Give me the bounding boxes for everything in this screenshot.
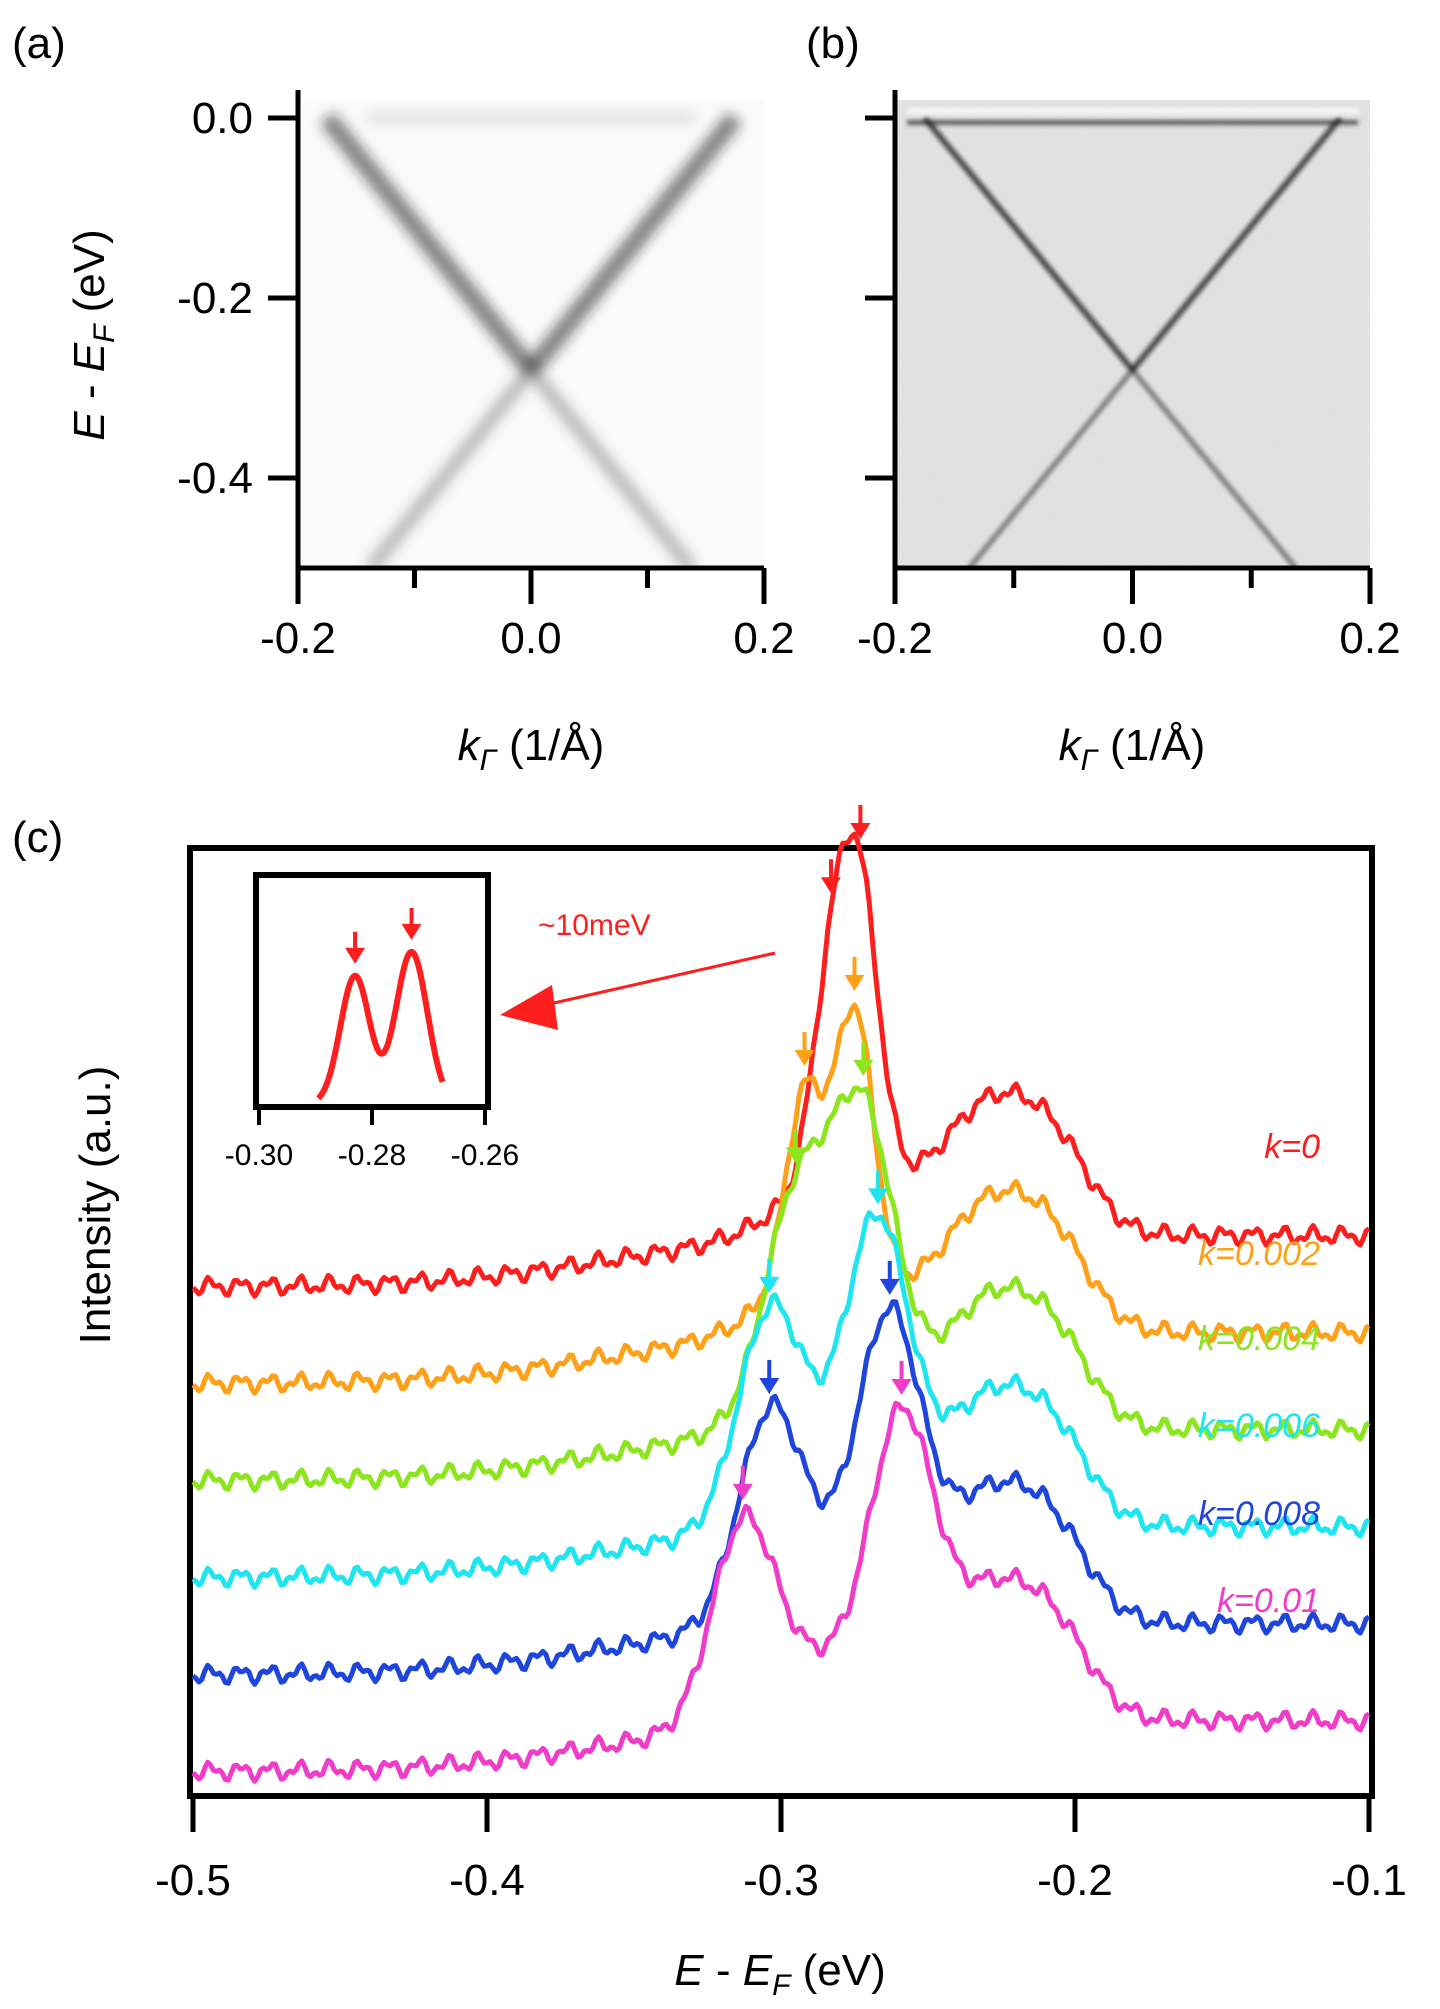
panel-a-axes: 0.0 -0.2 -0.4 -0.2 0.0 0.2: [177, 90, 795, 663]
peak-arrow-head: [891, 1378, 912, 1395]
panel-a-ytick-label: 0.0: [192, 94, 253, 143]
b-band-upper-left: [922, 116, 1135, 372]
curve-label: k=0: [1264, 1128, 1320, 1166]
panel-c-axes: -0.5 -0.4 -0.3 -0.2 -0.1: [155, 1796, 1407, 1905]
panel-a-ytick-label: -0.2: [177, 274, 253, 323]
panel-label-a: (a): [12, 19, 66, 68]
panel-c-xtick-label: -0.3: [743, 1856, 819, 1905]
inset: -0.30 -0.28 -0.26 ~10meV: [225, 872, 776, 1172]
peak-arrow-head: [853, 1059, 874, 1076]
inset-frame: [253, 872, 491, 1110]
inset-curve: [316, 949, 446, 1101]
peak-arrow-head: [820, 877, 841, 894]
curve-label: k=0.004: [1198, 1320, 1320, 1358]
panel-a-ylabel: E - EF (eV): [65, 229, 121, 441]
panel-b-xtick-label: 0.2: [1339, 614, 1400, 663]
b-band-lower-right: [1130, 368, 1298, 568]
spectrum-curve-5: [191, 1400, 1371, 1784]
panel-b-xlabel: kΓ (1/Å): [1059, 721, 1206, 777]
panel-c: k=0 k=0.002 k=0.004 k=0.006 k=0.008 k=0.01 -0…: [71, 804, 1407, 2002]
panel-c-arrows: [732, 804, 912, 1500]
spectrum-curve-3: [191, 1210, 1371, 1590]
peak-arrow-head: [879, 1278, 900, 1295]
peak-arrow-head: [844, 974, 865, 991]
band-lower-left: [525, 365, 697, 568]
inset-annotation: ~10meV: [538, 909, 651, 942]
panel-a: 0.0 -0.2 -0.4 -0.2 0.0 0.2 E - EF (eV) kΓ (1/…: [65, 90, 795, 777]
peak-arrow-head: [785, 1147, 806, 1164]
spectrum-curve-2: [191, 1085, 1371, 1493]
inset-arrow-head: [345, 947, 366, 964]
panel-a-xtick-label: -0.2: [260, 614, 336, 663]
panel-b-map: [895, 100, 1370, 568]
panel-c-xtick-label: -0.1: [1331, 1856, 1407, 1905]
panel-a-xlabel: kΓ (1/Å): [458, 721, 605, 777]
panel-b-axes: -0.2 0.0 0.2: [857, 90, 1401, 663]
inset-xtick-label: -0.28: [338, 1139, 406, 1172]
panel-b-xtick-label: 0.0: [1102, 614, 1163, 663]
band-upper-right: [524, 112, 742, 376]
inset-curve-group: [316, 907, 446, 1101]
panel-a-xtick-label: 0.2: [733, 614, 794, 663]
panel-label-b: (b): [806, 19, 860, 68]
panel-c-xtick-label: -0.4: [449, 1856, 525, 1905]
panel-c-ylabel: Intensity (a.u.): [71, 1066, 120, 1345]
panel-c-xtick-label: -0.5: [155, 1856, 231, 1905]
curve-label: k=0.002: [1198, 1235, 1320, 1273]
peak-arrow-head: [732, 1483, 753, 1500]
band-upper-left: [320, 112, 538, 376]
peak-arrow-head: [759, 1377, 780, 1394]
curve-label: k=0.01: [1217, 1582, 1320, 1620]
peak-arrow-head: [759, 1276, 780, 1293]
inset-axes: -0.30 -0.28 -0.26: [225, 1107, 519, 1172]
peak-arrow-head: [868, 1188, 889, 1205]
inset-xtick-label: -0.30: [225, 1139, 293, 1172]
panel-a-ytick-label: -0.4: [177, 454, 253, 503]
b-band-lower-left: [967, 368, 1135, 568]
spectrum-curve-4: [191, 1299, 1371, 1687]
panel-label-c: (c): [12, 813, 63, 862]
curve-label: k=0.006: [1198, 1407, 1320, 1445]
panel-c-xlabel: E - EF (eV): [674, 1946, 886, 2002]
peak-arrow-head: [850, 822, 871, 839]
panel-c-xtick-label: -0.2: [1037, 1856, 1113, 1905]
inset-pointer-head: [500, 985, 558, 1030]
panel-b: -0.2 0.0 0.2 kΓ (1/Å): [857, 90, 1401, 777]
panel-c-curves: [191, 831, 1371, 1784]
inset-pointer-line: [544, 951, 776, 1007]
inset-arrow-head: [401, 923, 422, 940]
curve-label: k=0.008: [1198, 1495, 1320, 1533]
b-band-upper-right: [1130, 116, 1343, 372]
panel-a-xtick-label: 0.0: [500, 614, 561, 663]
panel-a-map: [320, 112, 742, 568]
panel-b-xtick-label: -0.2: [857, 614, 933, 663]
inset-xtick-label: -0.26: [451, 1139, 519, 1172]
panel-c-curve-labels: k=0 k=0.002 k=0.004 k=0.006 k=0.008 k=0.01: [1198, 1128, 1320, 1620]
band-lower-right: [365, 365, 537, 568]
peak-arrow-head: [794, 1050, 815, 1067]
